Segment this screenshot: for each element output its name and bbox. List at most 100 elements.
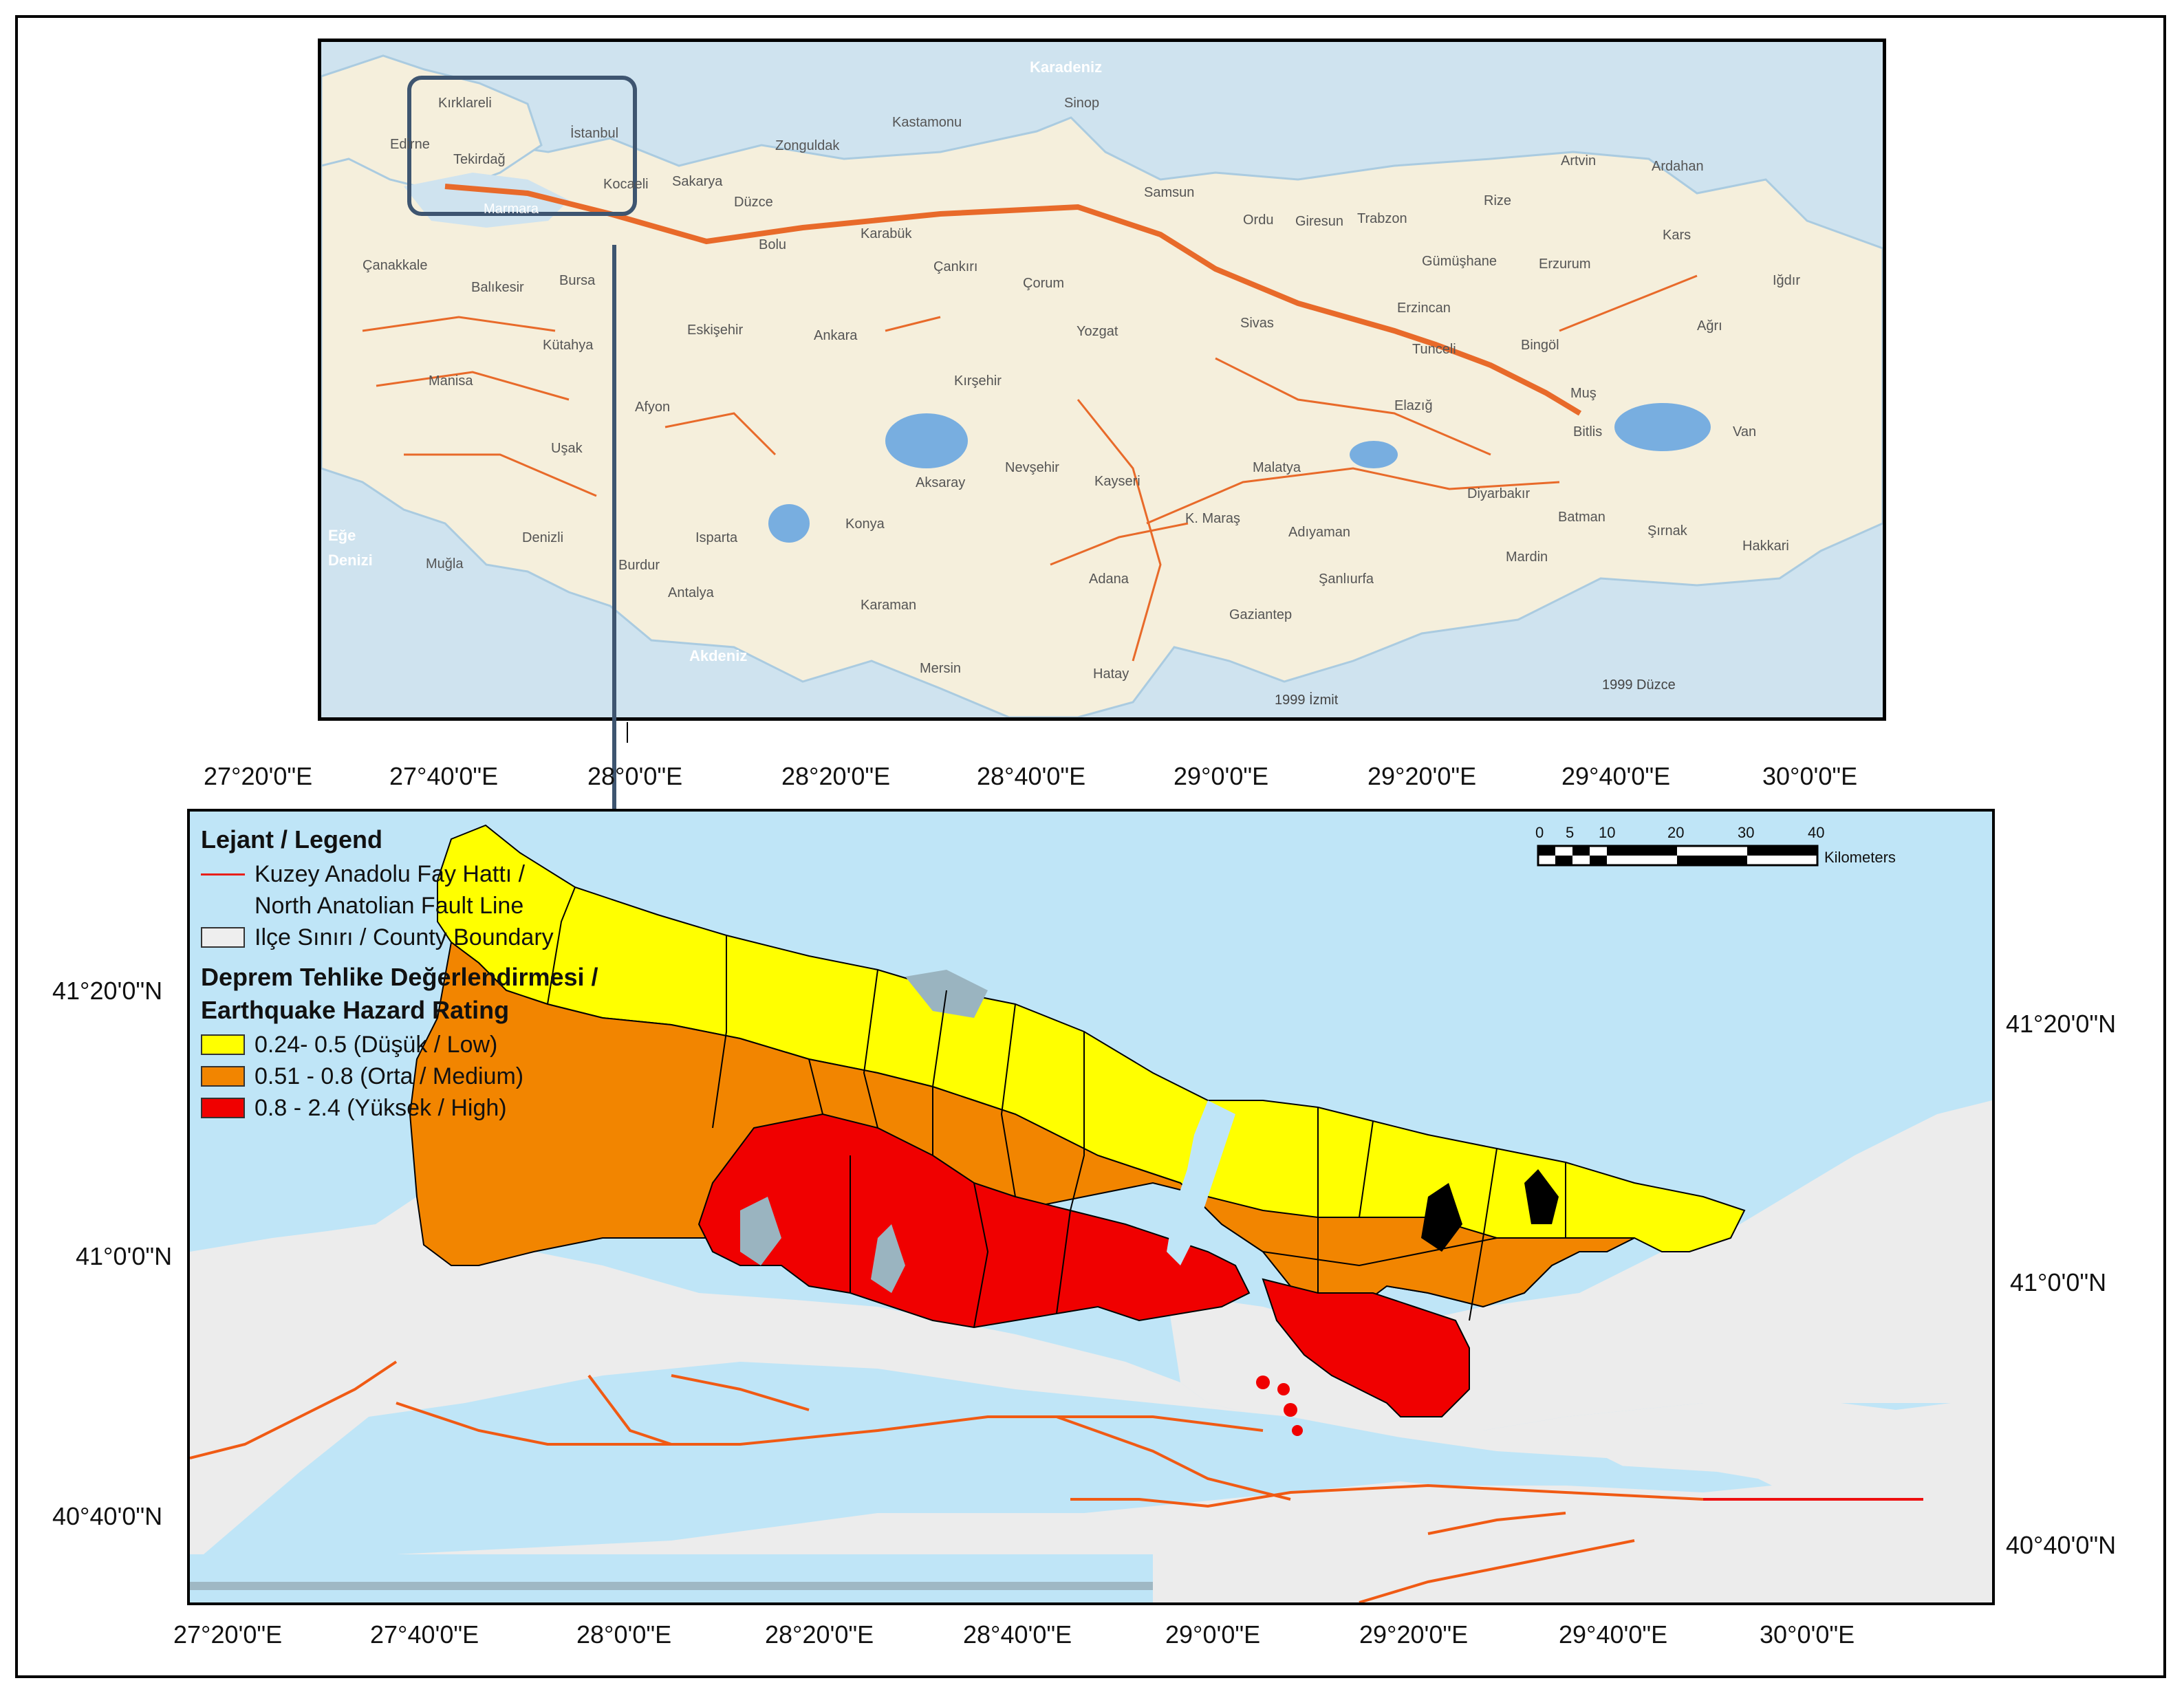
top-longitude-label: 30°0'0"E — [1762, 762, 1858, 790]
bottom-longitude-label: 29°40'0"E — [1559, 1620, 1668, 1649]
left-latitude-label: 41°20'0"N — [52, 977, 163, 1005]
top-longitude-label: 29°0'0"E — [1174, 762, 1269, 790]
boundary-label: Ilçe Sınırı / County Boundary — [255, 924, 554, 950]
low-label: 0.24- 0.5 (Düşük / Low) — [255, 1031, 498, 1058]
city-label: Sakarya — [672, 174, 723, 189]
southern-strait — [190, 1554, 1153, 1602]
city-label: Kocaeli — [603, 177, 649, 192]
bottom-longitude-label: 28°20'0"E — [765, 1620, 874, 1649]
legend-title: Lejant / Legend — [201, 825, 383, 854]
omerli-dam — [1421, 1183, 1462, 1252]
county-boundaries — [547, 887, 1566, 1328]
bottom-longitude-label: 28°40'0"E — [963, 1620, 1072, 1649]
city-label: Muğla — [426, 556, 464, 572]
city-label: Ankara — [814, 328, 858, 343]
city-label: Bingöl — [1521, 338, 1559, 353]
top-longitude-label: 27°40'0"E — [389, 762, 499, 790]
city-label: Kayseri — [1094, 474, 1140, 489]
north-anatolian-fault-inset — [444, 184, 1582, 416]
city-label: Denizli — [522, 530, 564, 545]
city-label: Kırklareli — [438, 96, 492, 111]
city-label: Hakkari — [1742, 539, 1789, 554]
city-label: Eskişehir — [687, 323, 744, 338]
bottom-longitude-label: 30°0'0"E — [1760, 1620, 1855, 1649]
top-longitude-label: 29°20'0"E — [1367, 762, 1477, 790]
left-latitude-label: 40°40'0"N — [52, 1502, 163, 1530]
city-label: Tunceli — [1412, 342, 1456, 357]
city-label: K. Maraş — [1185, 511, 1241, 526]
city-label: Gaziantep — [1229, 607, 1293, 622]
city-label: Manisa — [429, 373, 473, 389]
left-latitude-label: 41°0'0"N — [76, 1242, 173, 1270]
city-label: Hatay — [1093, 666, 1129, 682]
event-label-izmit: 1999 İzmit — [1275, 693, 1339, 708]
city-label: Antalya — [668, 585, 714, 600]
top-longitude-label: 27°20'0"E — [204, 762, 313, 790]
bottom-longitude-label: 27°40'0"E — [370, 1620, 479, 1649]
bosphorus — [1167, 1100, 1235, 1265]
scale-tick-20: 20 — [1667, 824, 1684, 841]
lake-van — [1614, 403, 1711, 451]
city-label: Burdur — [618, 558, 660, 573]
lake-beysehir — [768, 504, 810, 543]
city-label: Uşak — [551, 441, 583, 456]
scale-bar-graphic: 0 5 10 20 30 40 Kilometers — [1535, 824, 1896, 867]
city-label: Erzurum — [1539, 257, 1591, 272]
bottom-longitude-label: 29°0'0"E — [1165, 1620, 1261, 1649]
city-label: Samsun — [1144, 185, 1195, 200]
figure-frame — [15, 15, 2166, 1678]
city-label: Malatya — [1253, 460, 1301, 475]
high-swatch — [201, 1098, 245, 1118]
city-label: Isparta — [695, 530, 738, 545]
city-label: Van — [1733, 424, 1757, 439]
marmara-sea-main — [204, 1362, 1634, 1554]
fault-label: Kuzey Anadolu Fay Hattı / — [255, 860, 526, 887]
top-longitude-label: 28°20'0"E — [781, 762, 891, 790]
city-label: Ordu — [1243, 213, 1274, 228]
scale-tick-0: 0 — [1535, 824, 1544, 841]
fault-line-swatch — [201, 873, 245, 876]
kucukcekmece-lake — [871, 1224, 905, 1293]
bottom-longitude-label: 29°20'0"E — [1359, 1620, 1469, 1649]
city-label: Kars — [1663, 228, 1691, 243]
city-label: Konya — [845, 517, 885, 532]
sea-label-ege: Eğe Denizi — [328, 527, 373, 569]
top-longitude-label: 28°0'0"E — [587, 762, 683, 790]
city-label: Kastamonu — [892, 115, 962, 130]
city-label: Mersin — [920, 661, 962, 676]
city-label: Bolu — [759, 237, 787, 252]
sea-label-akdeniz: Akdeniz — [689, 647, 748, 664]
city-label: Bursa — [559, 273, 596, 288]
lake-keban — [1350, 441, 1398, 468]
lake-tuz — [885, 413, 968, 468]
city-label: Şırnak — [1647, 523, 1687, 539]
medium-label: 0.51 - 0.8 (Orta / Medium) — [255, 1063, 524, 1089]
city-label: Elazığ — [1394, 398, 1433, 413]
princes-islands — [1256, 1376, 1303, 1436]
city-label: Erzincan — [1397, 301, 1451, 316]
city-label: Rize — [1484, 193, 1512, 208]
top-longitude-label: 29°40'0"E — [1561, 762, 1671, 790]
legend-class-medium: 0.51 - 0.8 (Orta / Medium) — [201, 1061, 669, 1092]
anatolia-landmass — [321, 89, 1883, 717]
city-label: Artvin — [1561, 153, 1597, 168]
city-label: Adana — [1089, 572, 1129, 587]
city-label: Marmara — [484, 202, 539, 217]
medium-swatch — [201, 1066, 245, 1087]
city-label: Giresun — [1295, 214, 1344, 229]
city-label: Ağrı — [1697, 318, 1722, 334]
city-label: Iğdır — [1773, 273, 1801, 288]
thrace-landmass — [321, 54, 543, 195]
istanbul-red-zone — [698, 1113, 1251, 1329]
scale-tick-5: 5 — [1566, 824, 1574, 841]
hazard-title: Deprem Tehlike Değerlendirmesi / — [201, 963, 598, 991]
scale-bar: 0 5 10 20 30 40 Kilometers — [1535, 823, 1948, 878]
istanbul-hazard-graphic — [190, 812, 1992, 1602]
right-latitude-label: 41°20'0"N — [2006, 1010, 2117, 1038]
city-label: Nevşehir — [1005, 460, 1059, 475]
legend-class-high: 0.8 - 2.4 (Yüksek / High) — [201, 1092, 669, 1124]
top-longitude-label: 28°40'0"E — [977, 762, 1086, 790]
scale-unit: Kilometers — [1824, 849, 1896, 866]
city-label: Yozgat — [1077, 324, 1118, 339]
city-label: Diyarbakır — [1467, 486, 1531, 501]
